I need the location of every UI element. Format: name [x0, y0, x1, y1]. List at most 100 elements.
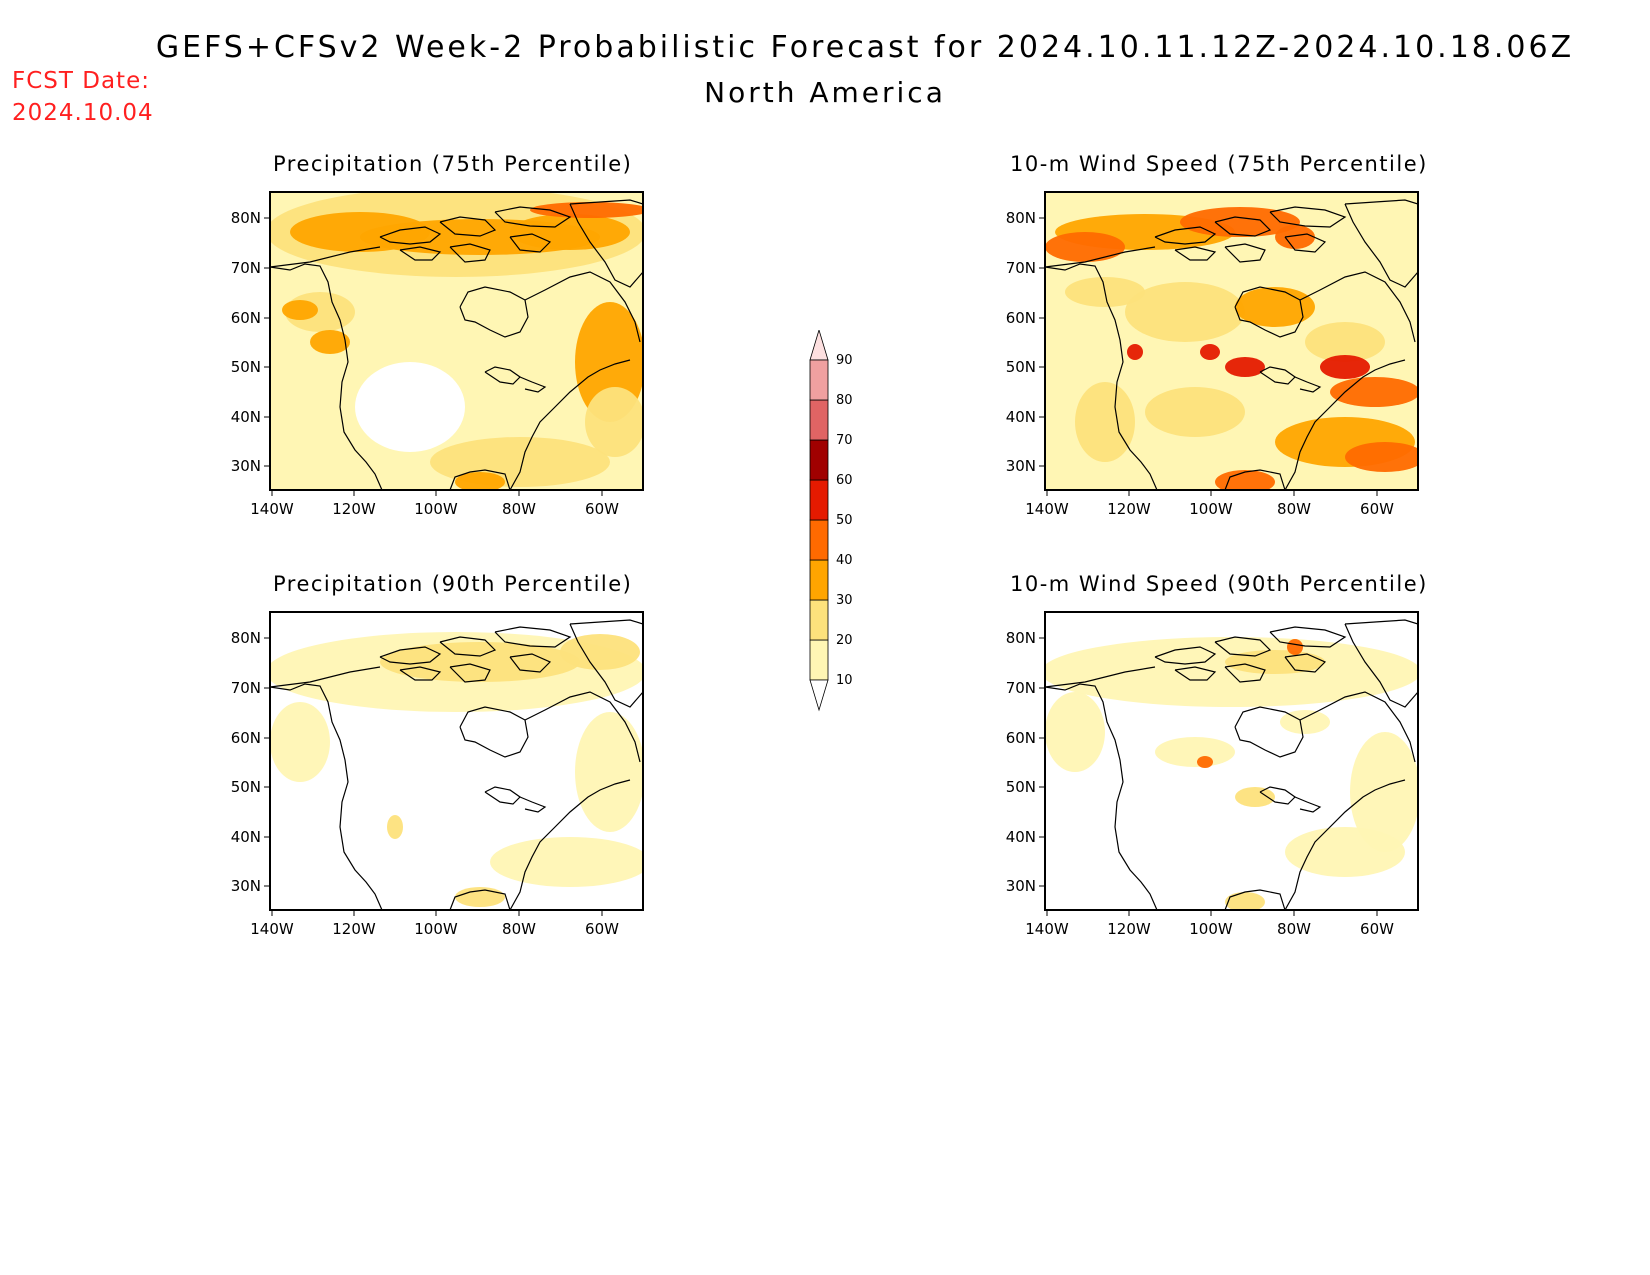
contour-region [1045, 692, 1105, 772]
lat-tick-label: 60N [1006, 309, 1036, 327]
lon-tick-label: 140W [1025, 500, 1069, 518]
coastline [399, 246, 442, 261]
coastline [1045, 666, 1156, 688]
coastline [1299, 271, 1416, 343]
coastline [509, 233, 552, 253]
map-frame [1044, 191, 1419, 491]
coastline [449, 889, 511, 910]
colorbar-level-label: 50 [836, 513, 853, 528]
colorbar-level-label: 40 [836, 553, 853, 568]
contour-region [1350, 732, 1418, 852]
panel-title-precip-90: Precipitation (90th Percentile) [273, 572, 633, 596]
map-frame [269, 191, 644, 491]
contour-region [1045, 637, 1418, 707]
coastline [1269, 626, 1347, 648]
coastline [1224, 243, 1266, 263]
coastline [1344, 619, 1418, 708]
map-precip-90: 80N 70N 60N 50N 40N 30N 140W 120W 100W 80W 60W [231, 611, 644, 938]
lon-tick-label: 100W [1189, 500, 1233, 518]
coastline [1174, 246, 1217, 261]
coastline [1224, 469, 1286, 490]
colorbar-top-arrow [809, 330, 829, 361]
lat-tick-label: 40N [231, 828, 261, 846]
coastline [1284, 233, 1327, 253]
lat-tick-label: 60N [231, 729, 261, 747]
coastline [569, 199, 643, 288]
coastline [459, 286, 529, 338]
contour-region [1235, 787, 1275, 807]
lat-tick-label: 30N [1006, 877, 1036, 895]
coastlines [1045, 199, 1418, 490]
contour-region [455, 887, 505, 907]
colorbar-level-label: 20 [836, 633, 853, 648]
contour-region [387, 815, 403, 839]
contour-region [282, 300, 318, 320]
contour-region [1127, 344, 1143, 360]
coastline [1214, 636, 1272, 657]
contour-region [560, 634, 640, 670]
contour-region [575, 712, 643, 832]
coastline [449, 243, 491, 263]
colorbar-level-label: 10 [836, 673, 853, 688]
lat-tick-label: 40N [1006, 408, 1036, 426]
lat-tick-label: 70N [231, 259, 261, 277]
probability-contours [1045, 637, 1418, 910]
contour-region [1225, 357, 1265, 377]
low-prob-region [355, 362, 465, 452]
lon-tick-label: 80W [502, 920, 536, 938]
map-frame [1044, 611, 1419, 911]
map-wind-75: 80N 70N 60N 50N 40N 30N 140W 120W 100W 80W 60W [1006, 191, 1419, 518]
contour-region [1330, 377, 1418, 407]
coastline [1214, 216, 1272, 237]
lat-tick-label: 30N [1006, 457, 1036, 475]
colorbar-segment [809, 599, 829, 641]
coastline [1224, 663, 1266, 683]
coastline [1294, 376, 1322, 393]
coastline [1284, 359, 1406, 490]
coastline [449, 663, 491, 683]
lat-tick-label: 70N [1006, 259, 1036, 277]
coastline [399, 666, 442, 681]
coastline [1045, 263, 1158, 490]
lat-tick-label: 50N [1006, 358, 1036, 376]
coastline [519, 796, 547, 813]
contour-region [510, 214, 630, 250]
colorbar-level-label: 90 [836, 353, 853, 368]
coastline [494, 626, 572, 648]
probability-contours [270, 192, 643, 490]
contour-region [1197, 756, 1213, 768]
panel-title-wind-75: 10-m Wind Speed (75th Percentile) [1010, 152, 1428, 176]
lat-tick-label: 40N [1006, 828, 1036, 846]
lat-tick-label: 50N [231, 778, 261, 796]
lat-tick-label: 30N [231, 457, 261, 475]
colorbar-level-label: 70 [836, 433, 853, 448]
colorbar-segment [809, 399, 829, 441]
coastline [524, 691, 641, 763]
colorbar-segment [809, 519, 829, 561]
panel-title-precip-75: Precipitation (75th Percentile) [273, 152, 633, 176]
lat-tick-label: 60N [231, 309, 261, 327]
contour-region [530, 202, 643, 218]
contour-region [490, 837, 643, 887]
coastline [509, 779, 631, 910]
probability-contours [1045, 192, 1418, 490]
colorbar-segment [809, 439, 829, 481]
contour-region [1225, 892, 1265, 910]
contour-region [1225, 650, 1325, 674]
coastline [524, 271, 641, 343]
colorbar-level-label: 60 [836, 473, 853, 488]
lat-tick-label: 60N [1006, 729, 1036, 747]
lon-tick-label: 80W [502, 500, 536, 518]
contour-region [380, 642, 580, 682]
contour-region [1285, 827, 1405, 877]
coastline [1284, 653, 1327, 673]
coastline [519, 376, 547, 393]
lon-tick-label: 100W [414, 500, 458, 518]
coastline [494, 206, 572, 228]
coastlines [1045, 619, 1418, 910]
coastline [270, 263, 383, 490]
region-subtitle: North America [704, 76, 946, 109]
contour-region [1125, 282, 1245, 342]
contour-region [1045, 232, 1125, 262]
lon-tick-label: 60W [585, 500, 619, 518]
